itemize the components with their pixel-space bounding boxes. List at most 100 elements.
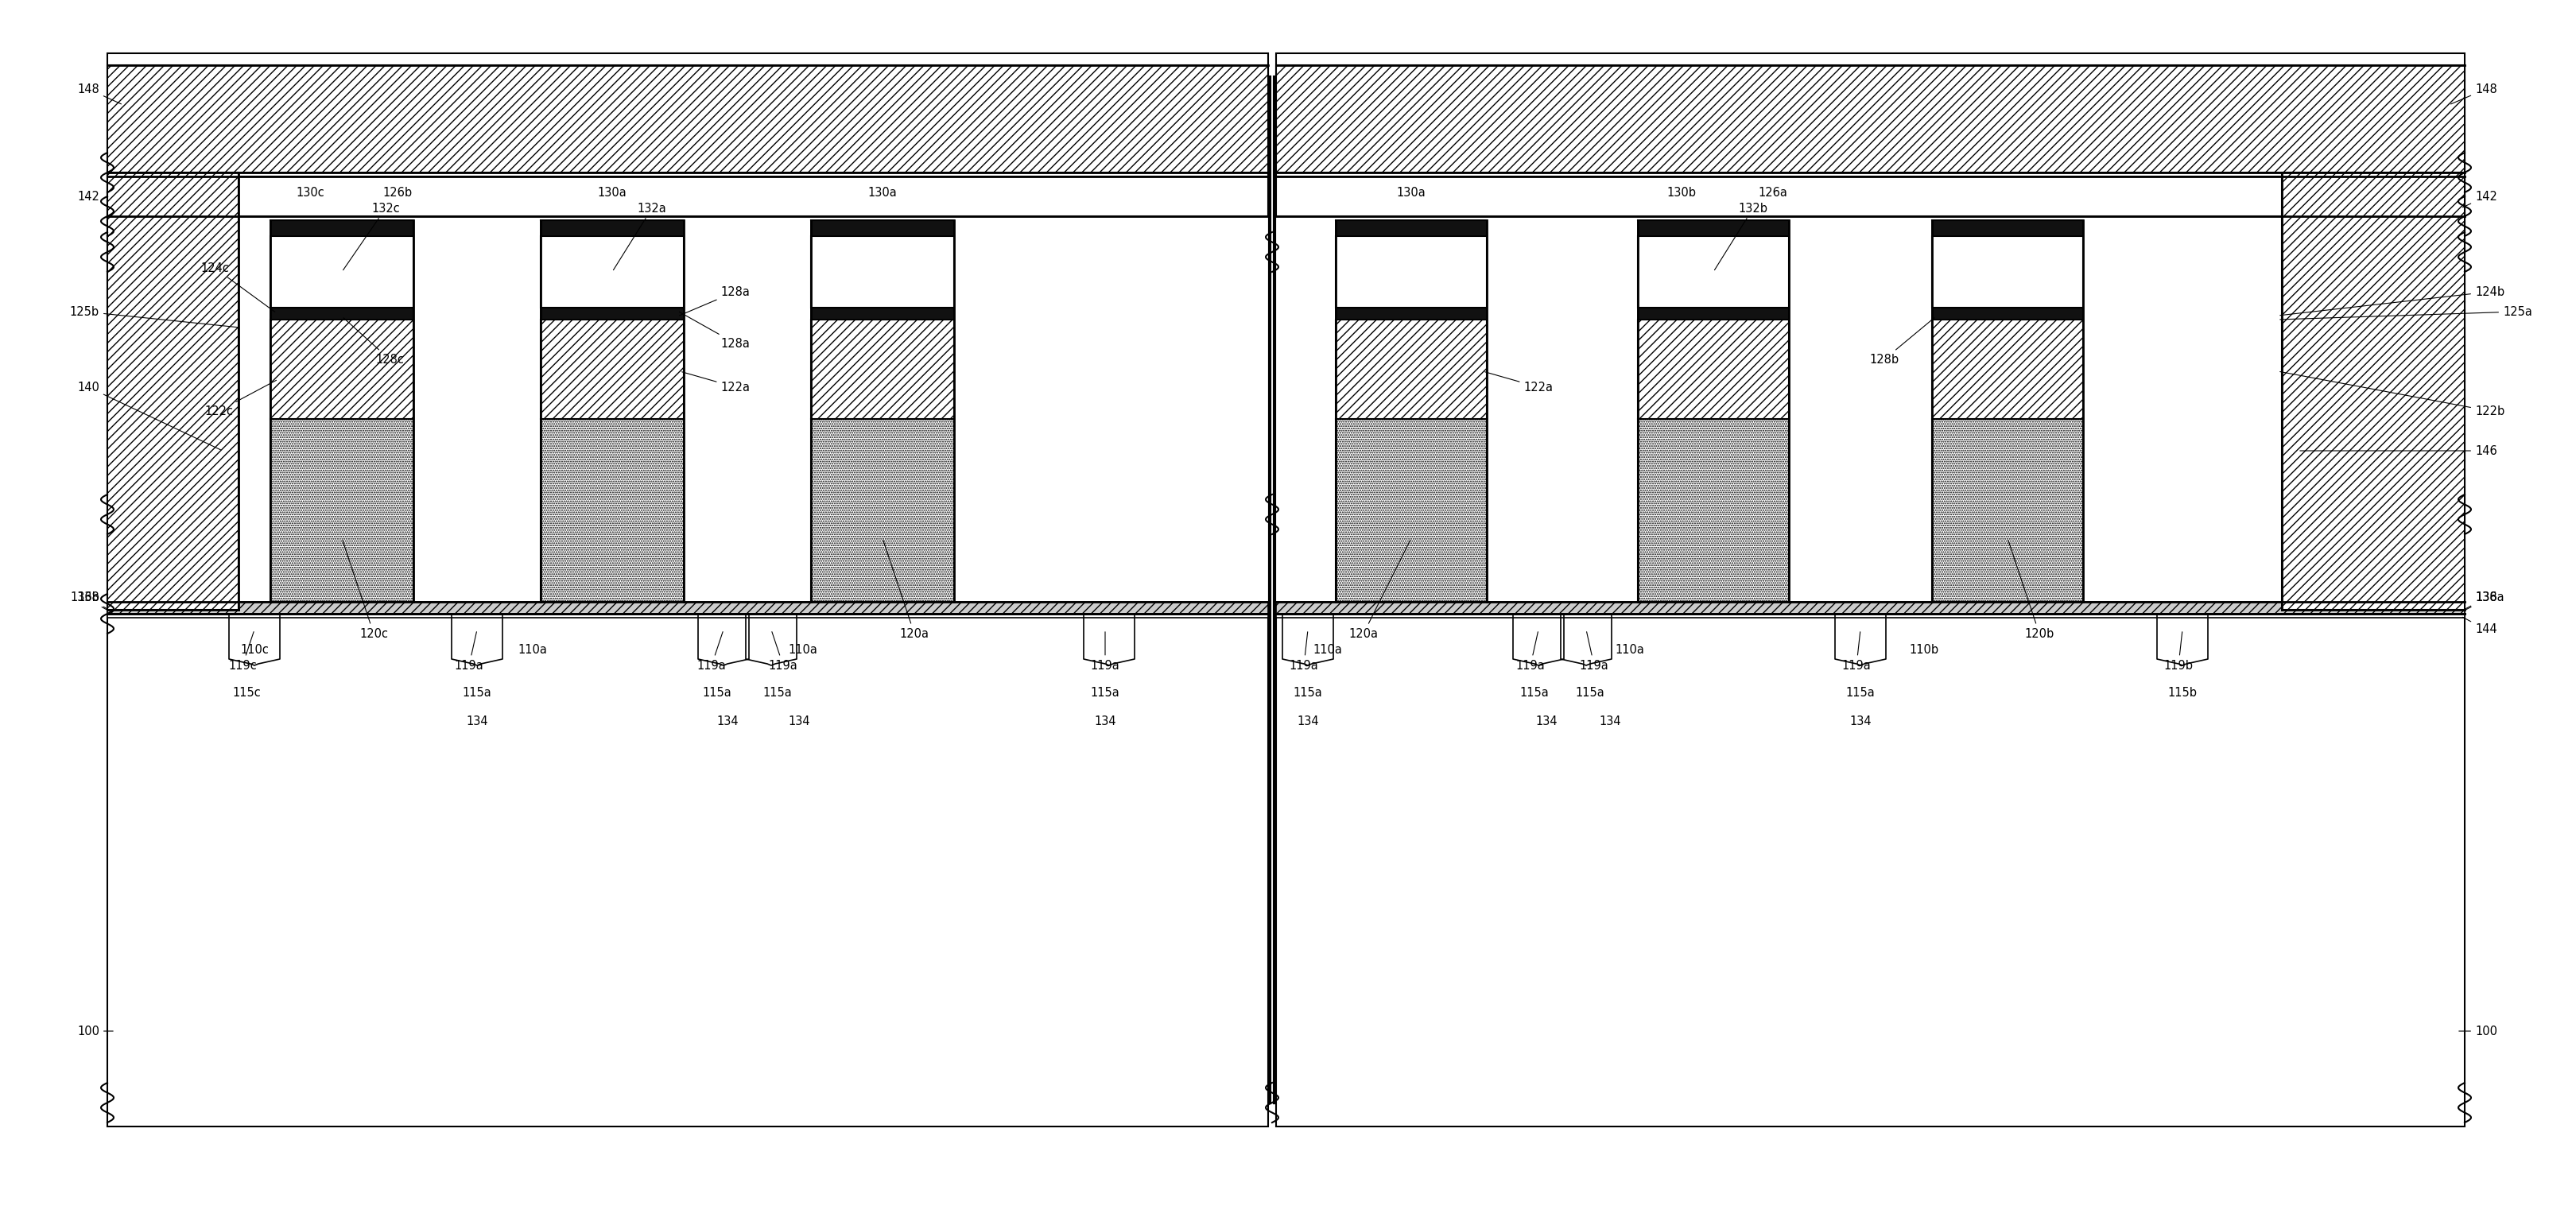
- Text: 138: 138: [2463, 592, 2496, 610]
- Text: 122c: 122c: [204, 380, 276, 417]
- Text: 110b: 110b: [1909, 644, 1937, 656]
- Text: 128a: 128a: [680, 286, 750, 316]
- Bar: [108, 65, 1267, 172]
- Bar: [1638, 221, 1788, 236]
- Text: 126a: 126a: [1757, 187, 1788, 198]
- Bar: [270, 221, 412, 236]
- Text: 110a: 110a: [1314, 644, 1342, 656]
- Text: 115a: 115a: [1090, 687, 1121, 699]
- Text: 115a: 115a: [1574, 687, 1605, 699]
- Bar: [1932, 308, 2081, 320]
- Bar: [541, 308, 683, 320]
- Text: 125a: 125a: [2280, 305, 2532, 320]
- Text: 124c: 124c: [201, 262, 276, 312]
- Bar: [1275, 176, 2463, 216]
- Text: 119a: 119a: [768, 632, 799, 672]
- Bar: [1932, 320, 2081, 418]
- Bar: [270, 236, 412, 308]
- Text: 119a: 119a: [1288, 632, 1319, 672]
- Text: 100: 100: [2458, 1025, 2496, 1037]
- Text: 119a: 119a: [1579, 632, 1607, 672]
- Text: 148: 148: [77, 83, 121, 104]
- Bar: [2282, 172, 2463, 610]
- Text: 134: 134: [788, 715, 809, 727]
- Text: 120a: 120a: [1347, 540, 1409, 639]
- Bar: [108, 602, 1267, 614]
- Bar: [1932, 418, 2081, 602]
- Text: 128c: 128c: [343, 318, 404, 365]
- Bar: [1275, 614, 2463, 617]
- Text: 134: 134: [1296, 715, 1319, 727]
- Text: 110a: 110a: [518, 644, 546, 656]
- Text: 128a: 128a: [680, 312, 750, 350]
- Bar: [541, 418, 683, 602]
- Text: 136b: 136b: [70, 592, 108, 611]
- Text: 122a: 122a: [1484, 371, 1553, 393]
- Bar: [811, 418, 953, 602]
- Bar: [541, 236, 683, 308]
- Text: 146: 146: [2300, 445, 2496, 457]
- Text: 130a: 130a: [598, 187, 626, 198]
- Bar: [1638, 308, 1788, 320]
- Text: 134: 134: [716, 715, 739, 727]
- Bar: [1275, 53, 2463, 1126]
- Bar: [1334, 418, 1486, 602]
- Text: 122b: 122b: [2280, 371, 2504, 417]
- Text: 110a: 110a: [1615, 644, 1643, 656]
- Text: 126b: 126b: [384, 187, 412, 198]
- Text: 100: 100: [77, 1025, 113, 1037]
- Bar: [541, 320, 683, 418]
- Text: 115a: 115a: [1293, 687, 1321, 699]
- Text: 130a: 130a: [868, 187, 896, 198]
- Bar: [270, 418, 412, 602]
- Text: 130c: 130c: [296, 187, 325, 198]
- Text: 115a: 115a: [703, 687, 732, 699]
- Text: 142: 142: [77, 191, 108, 207]
- Text: 128b: 128b: [1870, 318, 1935, 365]
- Text: 136a: 136a: [2463, 592, 2504, 611]
- Text: 130b: 130b: [1667, 187, 1695, 198]
- Bar: [270, 308, 412, 320]
- Text: 134: 134: [1535, 715, 1556, 727]
- Text: 130a: 130a: [1396, 187, 1425, 198]
- Text: 119c: 119c: [229, 632, 258, 672]
- Text: 110c: 110c: [240, 644, 268, 656]
- Text: 115a: 115a: [1844, 687, 1875, 699]
- Bar: [108, 53, 1267, 1126]
- Bar: [1334, 308, 1486, 320]
- Bar: [1275, 65, 2463, 172]
- Text: 115a: 115a: [762, 687, 791, 699]
- Text: 134: 134: [1850, 715, 1870, 727]
- Text: 120a: 120a: [884, 540, 930, 639]
- Text: 134: 134: [1600, 715, 1620, 727]
- Bar: [811, 320, 953, 418]
- Bar: [1932, 221, 2081, 236]
- Bar: [1275, 602, 2463, 614]
- Text: 120b: 120b: [2007, 540, 2053, 639]
- Bar: [1275, 216, 2282, 610]
- Text: 119a: 119a: [696, 632, 726, 672]
- Text: 138: 138: [77, 592, 108, 610]
- Bar: [1638, 320, 1788, 418]
- Text: 115a: 115a: [461, 687, 492, 699]
- Bar: [108, 172, 240, 610]
- Text: 132c: 132c: [343, 203, 399, 270]
- Bar: [1334, 221, 1486, 236]
- Text: 142: 142: [2463, 191, 2496, 207]
- Text: 122a: 122a: [683, 371, 750, 393]
- Bar: [811, 221, 953, 236]
- Text: 120c: 120c: [343, 540, 389, 639]
- Text: 132b: 132b: [1713, 203, 1767, 270]
- Text: 115a: 115a: [1520, 687, 1548, 699]
- Bar: [1638, 418, 1788, 602]
- Text: 134: 134: [466, 715, 487, 727]
- Text: 119a: 119a: [453, 632, 484, 672]
- Text: 124b: 124b: [2280, 286, 2504, 315]
- Text: 125b: 125b: [70, 305, 237, 327]
- Text: 110a: 110a: [788, 644, 817, 656]
- Text: 140: 140: [77, 381, 222, 450]
- Text: 144: 144: [2463, 617, 2496, 636]
- Text: 119a: 119a: [1090, 632, 1121, 672]
- Bar: [1932, 236, 2081, 308]
- Text: 148: 148: [2450, 83, 2496, 104]
